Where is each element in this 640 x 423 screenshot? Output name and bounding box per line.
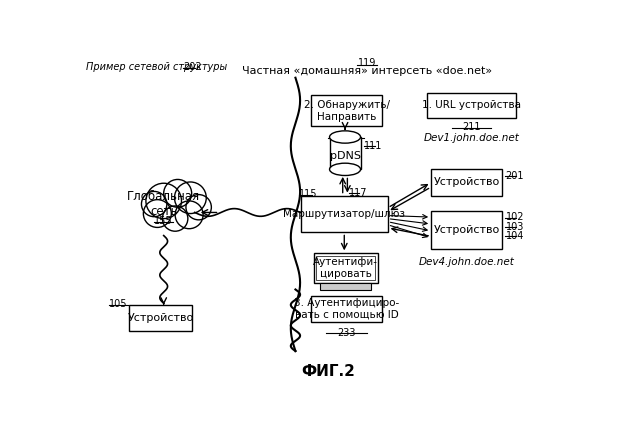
Text: 104: 104	[506, 231, 524, 241]
Ellipse shape	[330, 131, 360, 143]
Bar	[431, 169, 502, 196]
Text: 102: 102	[506, 212, 524, 222]
Bar	[129, 305, 193, 331]
Bar	[314, 253, 378, 283]
Text: Маршрутизатор/шлюз: Маршрутизатор/шлюз	[284, 209, 405, 219]
Text: Частная «домашняя» интерсеть «doe.net»: Частная «домашняя» интерсеть «doe.net»	[242, 66, 492, 76]
Text: 119: 119	[358, 58, 376, 69]
Circle shape	[175, 201, 203, 229]
Text: Пример сетевой структуры: Пример сетевой структуры	[86, 61, 227, 71]
Text: 202: 202	[183, 61, 202, 71]
Circle shape	[163, 206, 188, 231]
Text: 211: 211	[463, 122, 481, 132]
Text: 2. Обнаружить/
Направить: 2. Обнаружить/ Направить	[303, 100, 390, 122]
Text: 115: 115	[300, 190, 318, 199]
Bar	[431, 211, 502, 250]
Ellipse shape	[330, 163, 360, 176]
Circle shape	[164, 179, 191, 207]
Text: Dev4.john.doe.net: Dev4.john.doe.net	[419, 257, 515, 267]
Circle shape	[143, 200, 172, 228]
Circle shape	[146, 183, 182, 219]
Bar	[311, 96, 382, 126]
Text: 1. URL устройства: 1. URL устройства	[422, 100, 521, 110]
Text: Глобальная
сеть: Глобальная сеть	[127, 190, 200, 218]
Text: ФИГ.2: ФИГ.2	[301, 364, 355, 379]
Text: 111: 111	[364, 141, 382, 151]
Text: 201: 201	[506, 171, 524, 181]
Bar	[330, 137, 360, 169]
Text: Устройство: Устройство	[434, 177, 500, 187]
Text: 103: 103	[506, 222, 524, 232]
Circle shape	[141, 192, 167, 217]
Text: Dev1.john.doe.net: Dev1.john.doe.net	[424, 133, 520, 143]
Text: Аутентифи-
цировать: Аутентифи- цировать	[314, 257, 378, 279]
Text: 233: 233	[337, 328, 356, 338]
Text: 3. Аутентифициро-
вать с помощью ID: 3. Аутентифициро- вать с помощью ID	[294, 298, 399, 319]
Text: 222: 222	[337, 132, 356, 143]
Text: Устройство: Устройство	[127, 313, 194, 323]
Text: 117: 117	[349, 188, 367, 198]
Text: Устройство: Устройство	[434, 225, 500, 235]
Circle shape	[186, 195, 211, 220]
Bar	[316, 255, 375, 280]
Text: 105: 105	[109, 299, 127, 309]
Bar	[320, 283, 371, 290]
Bar	[311, 296, 382, 322]
Bar	[301, 195, 388, 233]
Circle shape	[175, 182, 206, 214]
Bar	[428, 93, 516, 118]
Text: 155: 155	[154, 216, 173, 226]
Text: pDNS: pDNS	[330, 151, 360, 161]
